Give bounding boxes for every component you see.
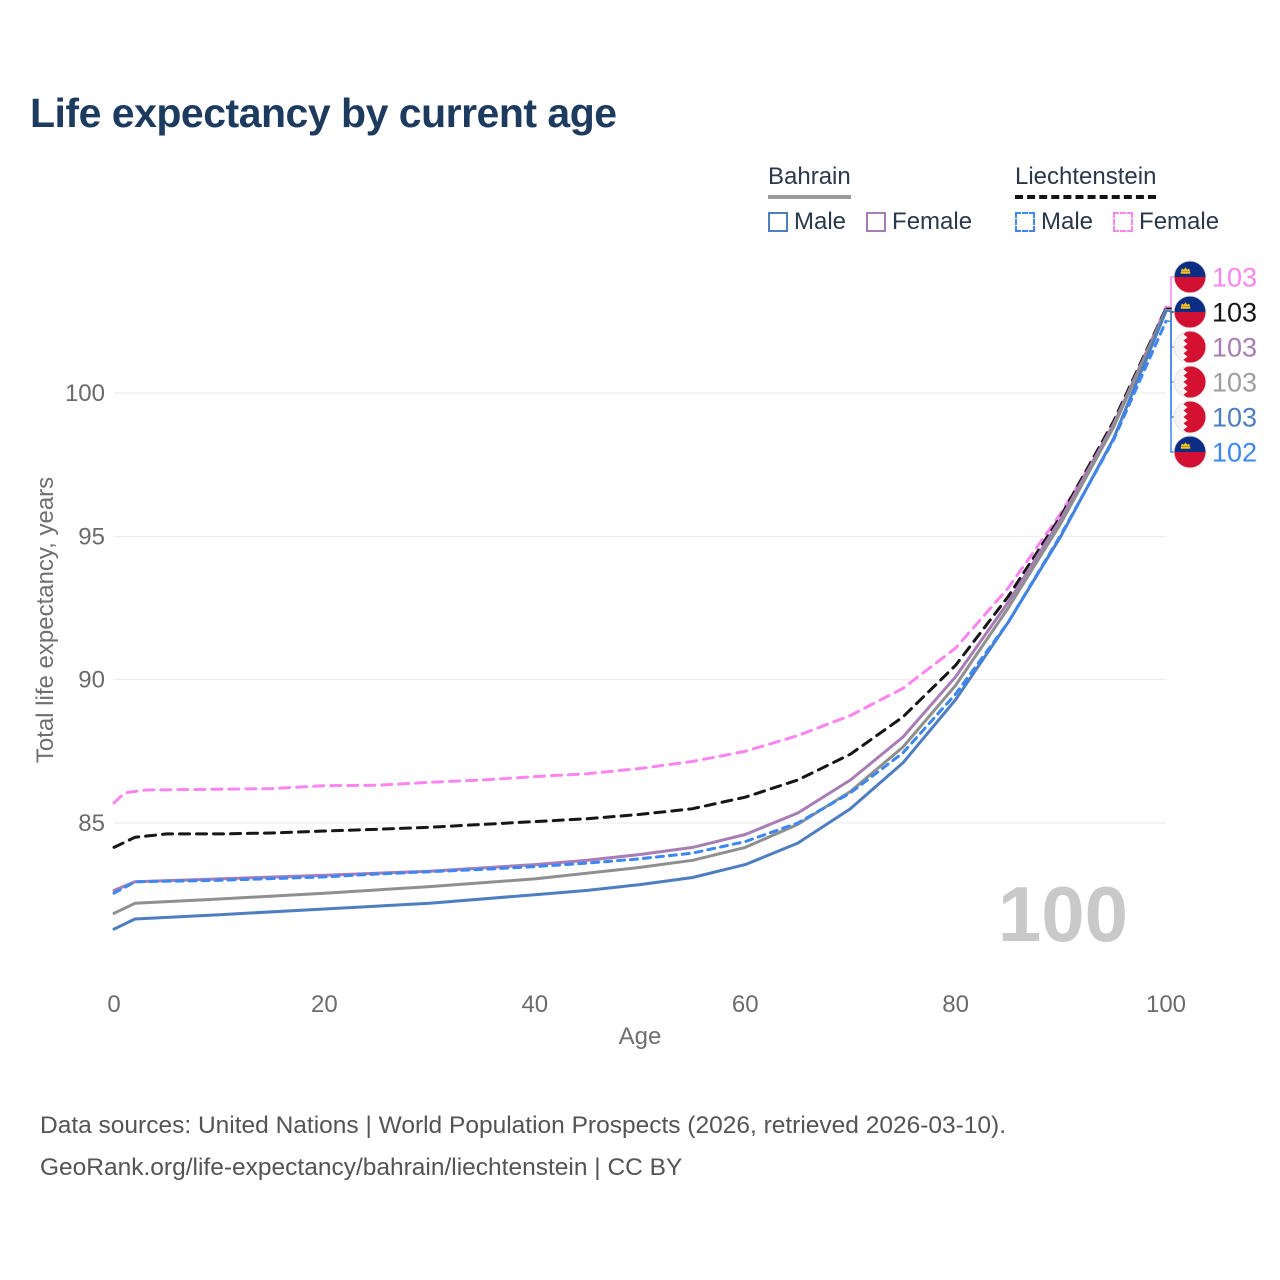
series-line-liechtenstein-male[interactable] [112, 319, 1168, 895]
legend-item-liechtenstein-male[interactable]: Male [1015, 208, 1093, 236]
label-leader-bahrain-male [1166, 310, 1174, 418]
age-watermark: 100 [998, 870, 1128, 958]
footer: Data sources: United Nations | World Pop… [40, 1105, 1006, 1189]
liechtenstein-male-swatch-icon [1015, 212, 1035, 232]
flag-ring [1173, 260, 1207, 294]
series-line-liechtenstein-female[interactable] [112, 305, 1168, 805]
legend-label-bahrain-female: Female [892, 208, 973, 235]
x-tick-label: 80 [942, 991, 969, 1018]
flag-ring [1173, 330, 1207, 364]
footer-attribution: GeoRank.org/life-expectancy/bahrain/liec… [40, 1154, 683, 1181]
x-tick-label: 60 [732, 991, 759, 1018]
label-leader-bahrain-female [1166, 309, 1174, 348]
end-value-label-liechtenstein-total: 103 [1212, 298, 1257, 328]
bahrain-male-swatch-icon [768, 212, 788, 232]
end-value-label-bahrain-male: 103 [1212, 403, 1257, 433]
flag-ring [1173, 400, 1207, 434]
legend-item-bahrain-female[interactable]: Female [866, 208, 972, 236]
legend-group-title-liechtenstein: Liechtenstein [1015, 163, 1157, 199]
footer-data-sources: Data sources: United Nations | World Pop… [40, 1112, 1007, 1139]
bahrain-female-swatch-icon [866, 212, 887, 232]
legend-label-liechtenstein-female: Female [1139, 208, 1220, 235]
x-tick-label: 20 [311, 991, 338, 1018]
page-title: Life expectancy by current age [30, 90, 617, 136]
x-tick-label: 0 [107, 991, 120, 1018]
end-value-label-liechtenstein-male: 102 [1212, 438, 1257, 468]
legend-items-bahrain: Male Female [768, 208, 992, 236]
y-tick-label: 95 [78, 523, 105, 550]
y-tick-label: 100 [65, 380, 105, 407]
label-leader-liechtenstein-female [1166, 276, 1174, 308]
flag-ring [1173, 365, 1207, 399]
legend-label-bahrain-male: Male [794, 208, 847, 235]
x-axis-title: Age [619, 1023, 662, 1050]
legend-items-liechtenstein: Male Female [1015, 208, 1239, 236]
y-tick-label: 85 [78, 810, 105, 837]
legend-group-title-bahrain: Bahrain [768, 163, 851, 199]
legend-group-liechtenstein: Liechtenstein Male Female [1015, 163, 1239, 236]
flag-ring [1173, 295, 1207, 329]
legend-group-bahrain: Bahrain Male Female [768, 163, 992, 236]
y-tick-label: 90 [78, 667, 105, 694]
label-leader-liechtenstein-male [1166, 320, 1174, 453]
end-value-label-bahrain-female: 103 [1212, 333, 1257, 363]
series-line-liechtenstein-total[interactable] [112, 306, 1168, 849]
end-value-label-bahrain-total: 103 [1212, 368, 1257, 398]
legend-item-bahrain-male[interactable]: Male [768, 208, 846, 236]
x-tick-label: 40 [521, 991, 548, 1018]
flag-ring [1173, 435, 1207, 469]
legend-item-liechtenstein-female[interactable]: Female [1113, 208, 1219, 236]
x-tick-label: 100 [1146, 991, 1186, 1018]
series-line-bahrain-total[interactable] [112, 308, 1168, 915]
legend-label-liechtenstein-male: Male [1041, 208, 1094, 235]
end-value-label-liechtenstein-female: 103 [1212, 263, 1257, 293]
series-line-bahrain-female[interactable] [112, 308, 1168, 892]
liechtenstein-female-swatch-icon [1113, 212, 1134, 232]
